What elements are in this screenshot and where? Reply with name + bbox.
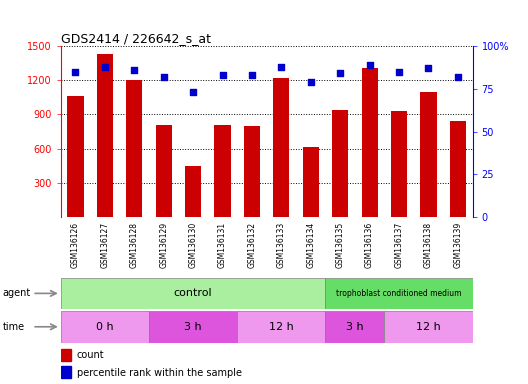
Point — [71, 69, 80, 75]
Text: agent: agent — [3, 288, 31, 298]
Bar — [61, 366, 71, 379]
Text: 0 h: 0 h — [96, 322, 114, 332]
Text: time: time — [3, 322, 25, 332]
Point — [189, 89, 197, 95]
Point — [424, 65, 432, 71]
Text: GSM136137: GSM136137 — [394, 222, 403, 268]
Text: 12 h: 12 h — [416, 322, 441, 332]
Bar — [303, 147, 319, 217]
Text: 3 h: 3 h — [184, 322, 202, 332]
Point — [218, 72, 227, 78]
Text: GSM136131: GSM136131 — [218, 222, 227, 268]
Point — [130, 67, 138, 73]
Bar — [244, 126, 260, 217]
Point — [277, 63, 286, 70]
Bar — [68, 96, 83, 217]
Text: trophoblast conditioned medium: trophoblast conditioned medium — [336, 289, 462, 298]
Bar — [391, 111, 407, 217]
Text: count: count — [77, 350, 104, 360]
Text: GDS2414 / 226642_s_at: GDS2414 / 226642_s_at — [61, 32, 211, 45]
Text: GSM136136: GSM136136 — [365, 222, 374, 268]
Point — [101, 63, 109, 70]
Bar — [185, 166, 201, 217]
Text: control: control — [174, 288, 212, 298]
Point — [248, 72, 256, 78]
Text: GSM136133: GSM136133 — [277, 222, 286, 268]
Bar — [214, 125, 231, 217]
Bar — [126, 80, 143, 217]
Bar — [332, 110, 348, 217]
Point — [336, 70, 344, 76]
Text: GSM136129: GSM136129 — [159, 222, 168, 268]
Text: GSM136134: GSM136134 — [306, 222, 315, 268]
Point — [365, 62, 374, 68]
Point — [454, 74, 462, 80]
Text: GSM136138: GSM136138 — [424, 222, 433, 268]
Bar — [362, 68, 378, 217]
Text: GSM136135: GSM136135 — [336, 222, 345, 268]
Text: GSM136126: GSM136126 — [71, 222, 80, 268]
Text: 3 h: 3 h — [346, 322, 364, 332]
Text: GSM136130: GSM136130 — [188, 222, 197, 268]
Text: 12 h: 12 h — [269, 322, 294, 332]
Bar — [61, 349, 71, 361]
Point — [307, 79, 315, 85]
Bar — [61, 278, 325, 309]
Bar — [420, 92, 437, 217]
Bar — [156, 125, 172, 217]
Text: percentile rank within the sample: percentile rank within the sample — [77, 367, 242, 377]
Point — [159, 74, 168, 80]
Text: GSM136139: GSM136139 — [454, 222, 463, 268]
Text: GSM136128: GSM136128 — [130, 222, 139, 268]
Bar — [274, 78, 289, 217]
Bar — [325, 311, 384, 343]
Text: GSM136127: GSM136127 — [100, 222, 109, 268]
Point — [395, 69, 403, 75]
Bar — [149, 311, 237, 343]
Bar — [450, 121, 466, 217]
Text: GSM136132: GSM136132 — [248, 222, 257, 268]
Bar — [384, 311, 473, 343]
Bar — [61, 311, 149, 343]
Bar — [237, 311, 325, 343]
Bar — [97, 54, 113, 217]
Bar — [325, 278, 473, 309]
